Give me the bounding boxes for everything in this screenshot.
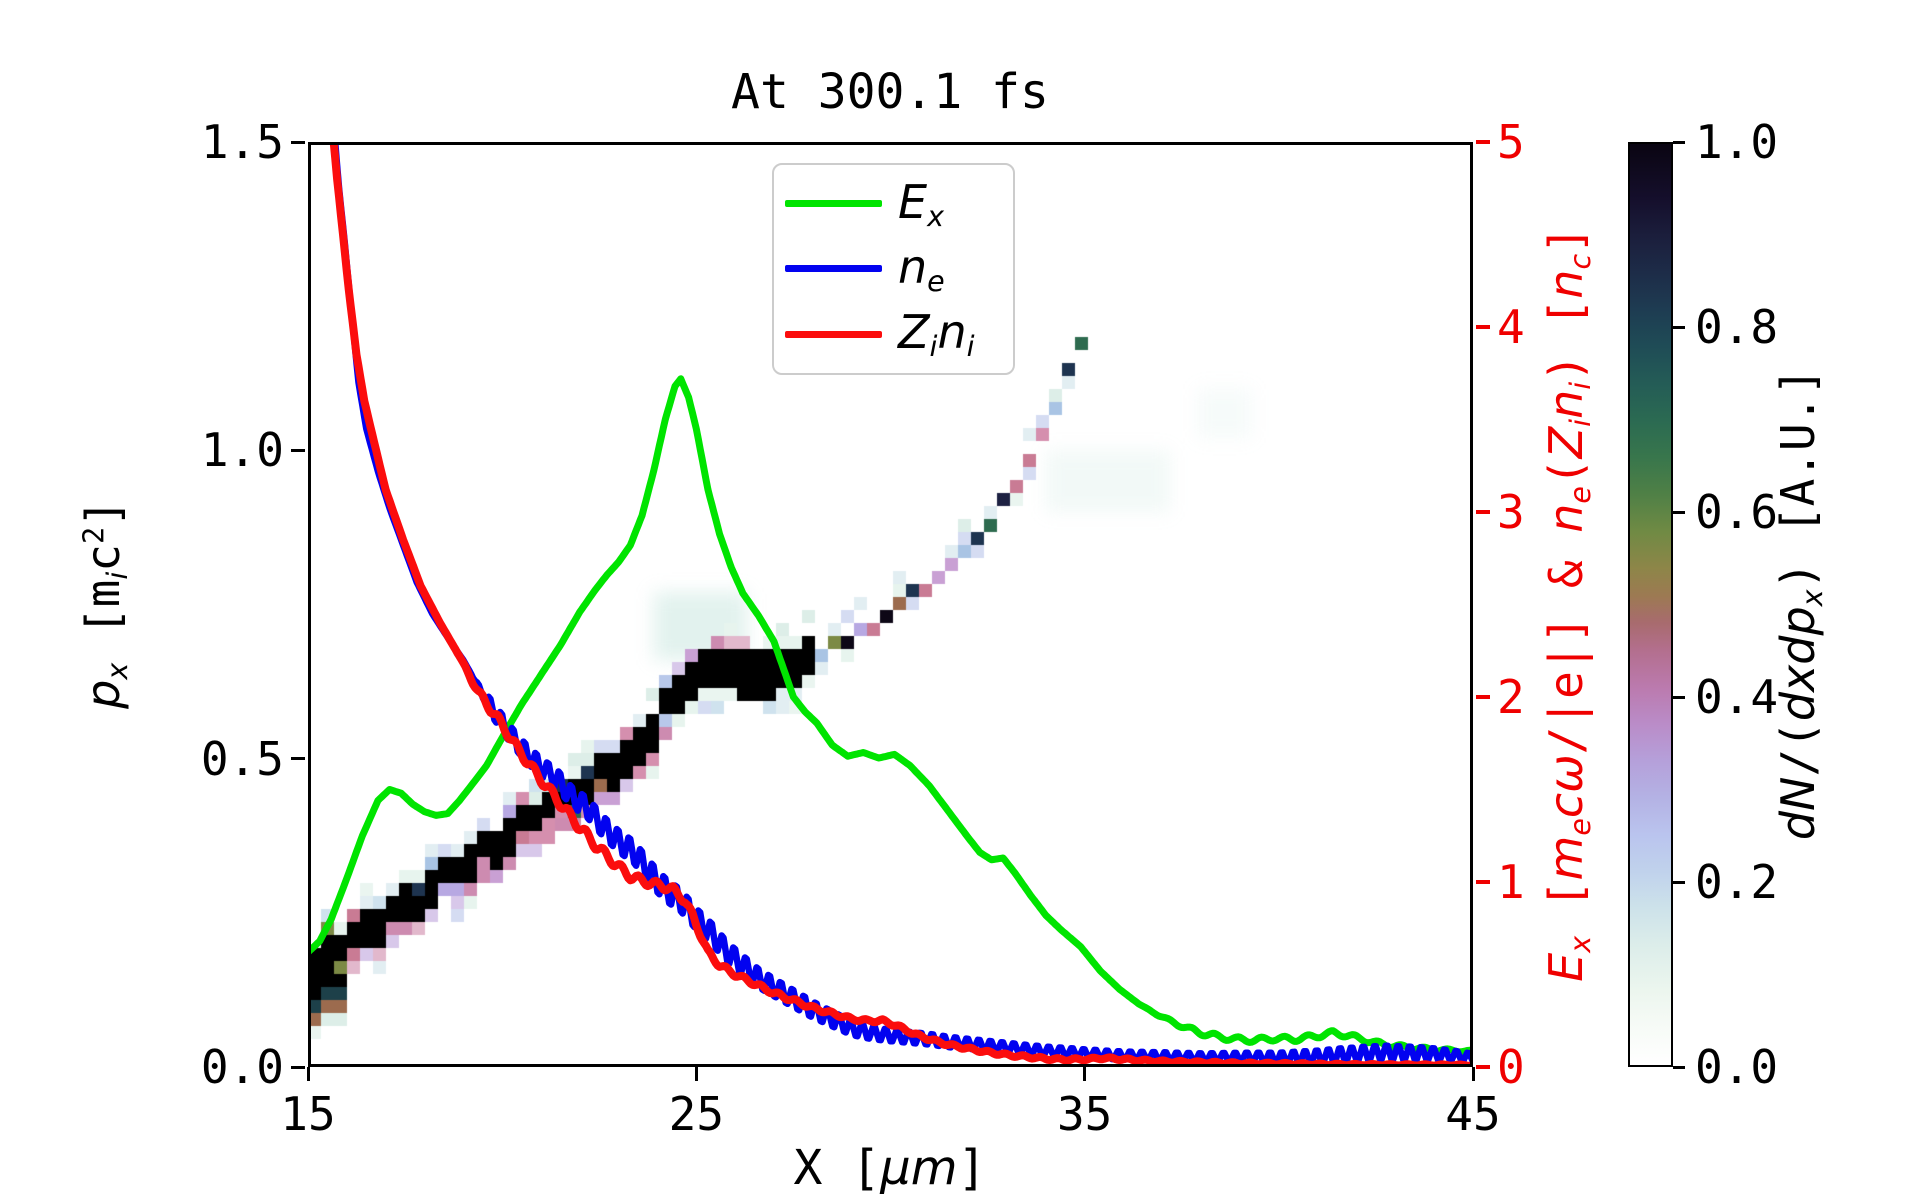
y-left-tick-label: 0.0	[200, 1040, 284, 1094]
colorbar-tick	[1673, 1065, 1685, 1069]
legend: Ex ne Zini	[772, 163, 1015, 375]
colorbar-tick	[1673, 325, 1685, 329]
y-left-tick	[291, 757, 305, 761]
legend-label: Zini	[898, 305, 975, 364]
y-right-tick-label: 1	[1497, 855, 1525, 909]
y-right-tick-label: 4	[1497, 300, 1525, 354]
x-axis-tick	[306, 1067, 310, 1081]
colorbar	[1628, 142, 1673, 1067]
colorbar-tick	[1673, 880, 1685, 884]
legend-line-swatch	[785, 265, 882, 273]
colorbar-tick-label: 0.8	[1695, 300, 1779, 354]
colorbar-tick-label: 0.2	[1695, 855, 1779, 909]
legend-label: Ex	[898, 174, 944, 233]
y-left-tick	[291, 1065, 305, 1069]
y-left-tick	[291, 448, 305, 452]
y-right-tick	[1476, 325, 1490, 329]
colorbar-tick-label: 0.4	[1695, 670, 1779, 724]
x-axis-tick-label: 15	[280, 1087, 336, 1141]
x-axis-tick-label: 45	[1445, 1087, 1501, 1141]
legend-line-swatch	[785, 330, 882, 338]
x-axis-tick	[1083, 1067, 1087, 1081]
y-right-tick	[1476, 695, 1490, 699]
y-right-tick	[1476, 140, 1490, 144]
legend-item-zini: Zini	[774, 302, 1013, 366]
y-right-tick-label: 2	[1497, 670, 1525, 724]
colorbar-tick-label: 0.0	[1695, 1040, 1779, 1094]
x-axis-tick-label: 35	[1056, 1087, 1113, 1141]
x-axis-label: X [μm]	[793, 1140, 987, 1196]
y-left-axis-label: px [mic2]	[76, 499, 134, 709]
series-line-ex	[308, 375, 1473, 1056]
y-right-tick	[1476, 1065, 1490, 1069]
y-left-tick-label: 1.5	[200, 115, 284, 169]
colorbar-label: dN/(dxdpx) [A.U.]	[1771, 367, 1829, 841]
legend-item-ex: Ex	[774, 172, 1013, 236]
chart-title: At 300.1 fs	[731, 64, 1049, 120]
series-line-zini	[329, 142, 1473, 1067]
curves-layer	[308, 142, 1473, 1067]
legend-item-ne: ne	[774, 237, 1013, 301]
y-right-tick-label: 0	[1497, 1040, 1525, 1094]
x-axis-tick	[694, 1067, 698, 1081]
y-left-tick	[291, 140, 305, 144]
colorbar-tick-label: 0.6	[1695, 485, 1779, 539]
colorbar-tick	[1673, 510, 1685, 514]
x-axis-tick-label: 25	[668, 1087, 725, 1141]
y-right-tick-label: 3	[1497, 485, 1525, 539]
y-right-tick	[1476, 880, 1490, 884]
y-right-tick-label: 5	[1497, 115, 1525, 169]
colorbar-tick-label: 1.0	[1695, 115, 1779, 169]
y-right-tick	[1476, 510, 1490, 514]
x-axis-tick	[1471, 1067, 1475, 1081]
legend-label: ne	[898, 239, 945, 298]
colorbar-tick	[1673, 140, 1685, 144]
colorbar-tick	[1673, 695, 1685, 699]
y-left-tick-label: 0.5	[200, 731, 284, 786]
y-right-axis-label: Ex [mecω/|e|] & ne(Zini) [nc]	[1539, 226, 1597, 982]
y-left-tick-label: 1.0	[200, 423, 284, 478]
legend-line-swatch	[785, 200, 882, 208]
